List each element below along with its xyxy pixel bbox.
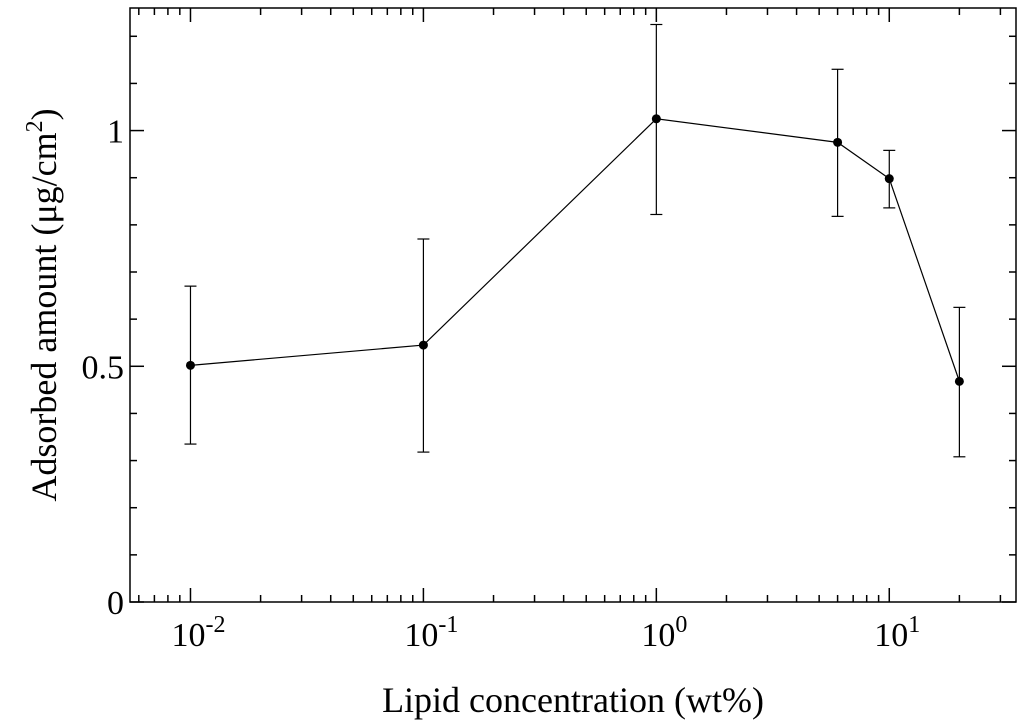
data-point: [833, 137, 843, 147]
x-axis: 10-2 10-1 100 101: [138, 8, 1002, 654]
y-axis-label: Adsorbed amount (μg/cm2): [22, 108, 64, 501]
error-bars: [184, 23, 966, 458]
plot-frame: [129, 7, 1017, 603]
y-axis-label-main: Adsorbed amount (μg/cm: [24, 132, 64, 501]
x-tick-label-base: 10: [171, 617, 205, 654]
data-point: [954, 376, 964, 386]
y-tick-label: 1: [107, 114, 124, 151]
x-tick-label-exponent: 0: [675, 612, 687, 638]
data-points: [185, 114, 964, 386]
y-axis-label-superscript: 2: [22, 120, 48, 132]
x-tick-label-exponent: -1: [438, 612, 458, 638]
y-tick-label: 0: [107, 585, 124, 622]
data-point: [418, 340, 428, 350]
data-point: [651, 114, 661, 124]
y-axis: 00.51: [82, 35, 1016, 622]
x-tick-label-exponent: 1: [908, 612, 920, 638]
data-point: [884, 174, 894, 184]
x-axis-label: Lipid concentration (wt%): [382, 680, 764, 720]
y-tick-label: 0.5: [82, 349, 125, 386]
x-tick-label: 100: [641, 612, 687, 654]
x-tick-label: 101: [874, 612, 920, 654]
x-tick-label-exponent: -2: [205, 612, 225, 638]
x-tick-label: 10-1: [404, 612, 458, 654]
y-axis-label-end: ): [24, 108, 64, 120]
x-tick-label-base: 10: [404, 617, 438, 654]
data-point: [185, 360, 195, 370]
series-line: [190, 118, 960, 382]
x-tick-label-base: 10: [641, 617, 675, 654]
x-tick-label: 10-2: [171, 612, 225, 654]
x-tick-label-base: 10: [874, 617, 908, 654]
